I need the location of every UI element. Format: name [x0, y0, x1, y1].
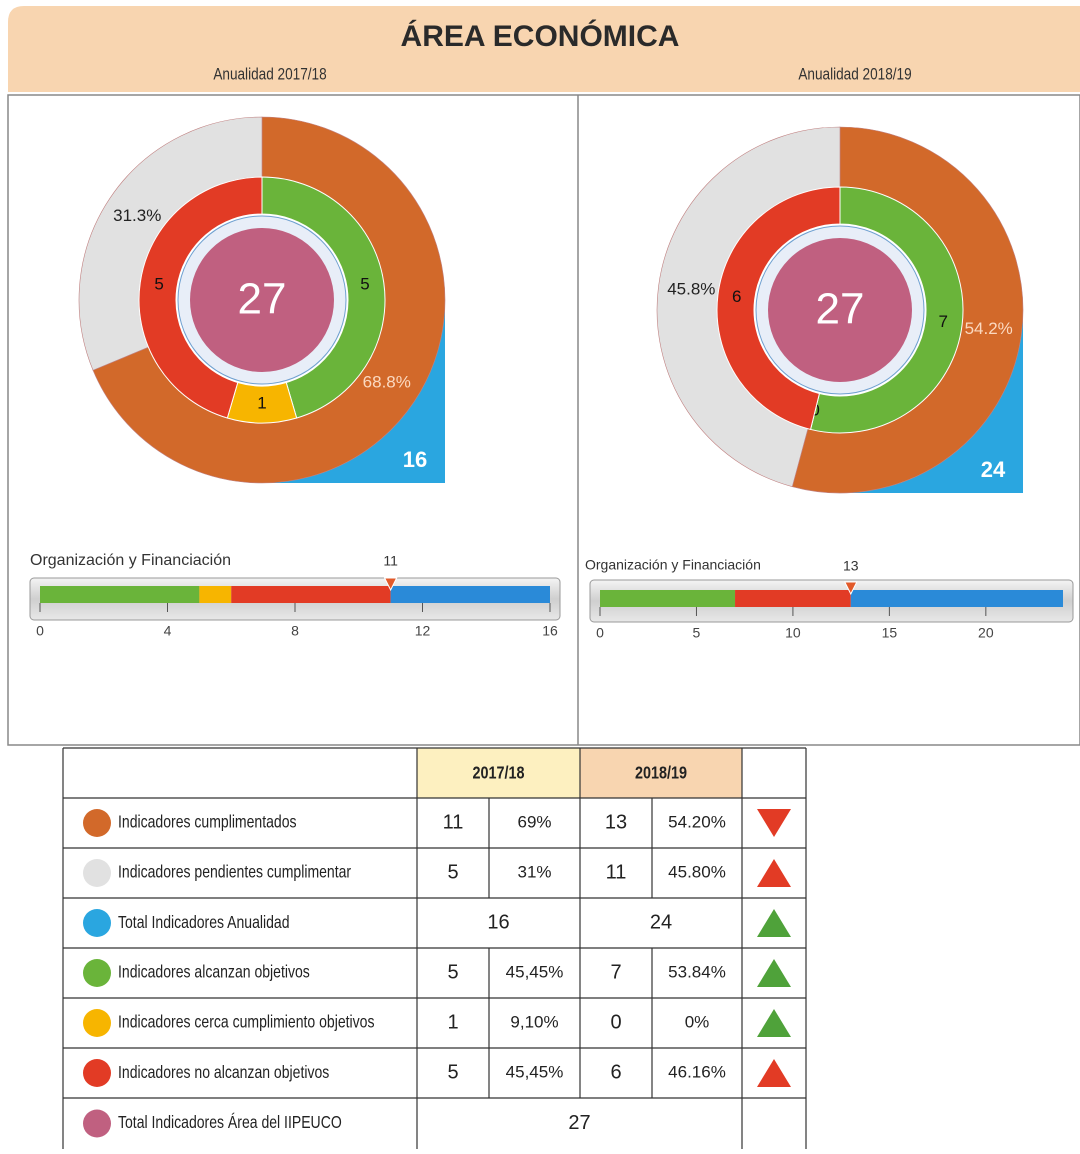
trend-arrow: [757, 1009, 791, 1037]
inner-segment: [138, 176, 263, 419]
table-cell: 16: [487, 911, 509, 933]
gauge-marker: [843, 581, 858, 596]
table-cell: 6: [610, 1061, 621, 1083]
inner-value-label: 6: [732, 287, 741, 306]
table-cell: 11: [606, 861, 627, 883]
row-icon: [83, 809, 111, 837]
gauge-segment: [390, 586, 550, 603]
table-cell: 46.16%: [668, 1062, 726, 1081]
row-label: Total Indicadores Anualidad: [118, 912, 290, 932]
gauge-tick-label: 10: [785, 625, 801, 641]
table-cell: 69%: [517, 812, 551, 831]
gauge-tick-label: 16: [542, 623, 558, 639]
table-header: 2018/19: [635, 763, 687, 783]
trend-arrow: [757, 909, 791, 937]
inner-value-label: 7: [939, 312, 948, 331]
gauge-segment: [40, 586, 200, 603]
row-label: Indicadores cerca cumplimiento objetivos: [118, 1012, 374, 1032]
trend-arrow: [757, 809, 791, 837]
table-cell: 13: [605, 811, 627, 833]
inner-segment: [809, 186, 964, 434]
row-icon: [83, 1109, 111, 1138]
row-icon: [83, 909, 111, 937]
center-total: 27: [816, 285, 865, 334]
table-header-cell: [580, 748, 742, 798]
table-cell: 1: [447, 1011, 458, 1033]
gauge-label: Organización y Financiación: [585, 557, 761, 573]
row-label: Total Indicadores Área del IIPEUCO: [118, 1112, 342, 1133]
table-cell: 9,10%: [510, 1012, 558, 1031]
year-total-label: 16: [403, 447, 427, 472]
gauge-segment: [600, 590, 736, 607]
subtitle: Anualidad 2018/19: [798, 65, 911, 84]
gauge-marker: [383, 577, 398, 592]
outer-value-label: 68.8%: [363, 373, 411, 392]
table-header: 2017/18: [473, 763, 525, 783]
row-label: Indicadores cumplimentados: [118, 812, 297, 832]
row-icon: [83, 959, 111, 987]
inner-value-label: 1: [257, 393, 266, 412]
subtitle: Anualidad 2017/18: [213, 65, 326, 84]
gauge-tick-label: 8: [291, 623, 299, 639]
table-cell: 0: [610, 1011, 621, 1033]
header-band: [8, 6, 1080, 92]
gauge-marker-label: 11: [383, 553, 398, 569]
row-label: Indicadores pendientes cumplimentar: [118, 862, 352, 882]
table-cell: 11: [443, 811, 464, 833]
table-cell: 7: [610, 961, 621, 983]
table-cell: 45,45%: [506, 1062, 564, 1081]
table-cell: 27: [568, 1112, 590, 1134]
gauge-label: Organización y Financiación: [30, 552, 231, 569]
panel-frame: [7, 94, 1080, 746]
center-total: 27: [238, 275, 287, 324]
inner-value-label: 5: [154, 275, 163, 294]
gauge-tick-label: 0: [596, 625, 604, 641]
row-icon: [83, 859, 111, 887]
inner-value-label: 5: [360, 275, 369, 294]
table-cell: 5: [447, 1061, 458, 1083]
table-cell: 31%: [517, 862, 551, 881]
gauge-tick-label: 20: [978, 625, 994, 641]
table-cell: 45.80%: [668, 862, 726, 881]
trend-arrow: [757, 1059, 791, 1087]
center-circle: [768, 238, 912, 382]
gauge-segment: [199, 586, 232, 603]
title: ÁREA ECONÓMICA: [401, 19, 680, 53]
gauge-tick-label: 15: [882, 625, 898, 641]
inner-segment: [261, 176, 386, 419]
gauge-tick-label: 12: [415, 623, 431, 639]
table-cell: 45,45%: [506, 962, 564, 981]
table-cell: 53.84%: [668, 962, 726, 981]
gauge-segment: [850, 590, 1063, 607]
center-circle: [190, 228, 334, 372]
gauge-tick-label: 4: [164, 623, 172, 639]
trend-arrow: [757, 959, 791, 987]
table-cell: 0%: [685, 1012, 710, 1031]
trend-arrow: [757, 859, 791, 887]
gauge-tick-label: 0: [36, 623, 44, 639]
table-cell: 5: [447, 861, 458, 883]
year-total-label: 24: [981, 457, 1006, 482]
table-cell: 5: [447, 961, 458, 983]
table-cell: 54.20%: [668, 812, 726, 831]
outer-value-label: 54.2%: [965, 319, 1013, 338]
gauge-segment: [735, 590, 851, 607]
table-header-cell: [417, 748, 580, 798]
inner-segment: [716, 186, 841, 431]
row-label: Indicadores no alcanzan objetivos: [118, 1062, 329, 1082]
gauge-marker-label: 13: [843, 558, 859, 574]
row-icon: [83, 1059, 111, 1087]
outer-value-label: 45.8%: [667, 280, 715, 299]
row-label: Indicadores alcanzan objetivos: [118, 962, 310, 982]
gauge-segment: [231, 586, 391, 603]
gauge-tick-label: 5: [693, 625, 701, 641]
table-cell: 24: [650, 911, 672, 933]
outer-value-label: 31.3%: [113, 206, 161, 225]
row-icon: [83, 1009, 111, 1037]
